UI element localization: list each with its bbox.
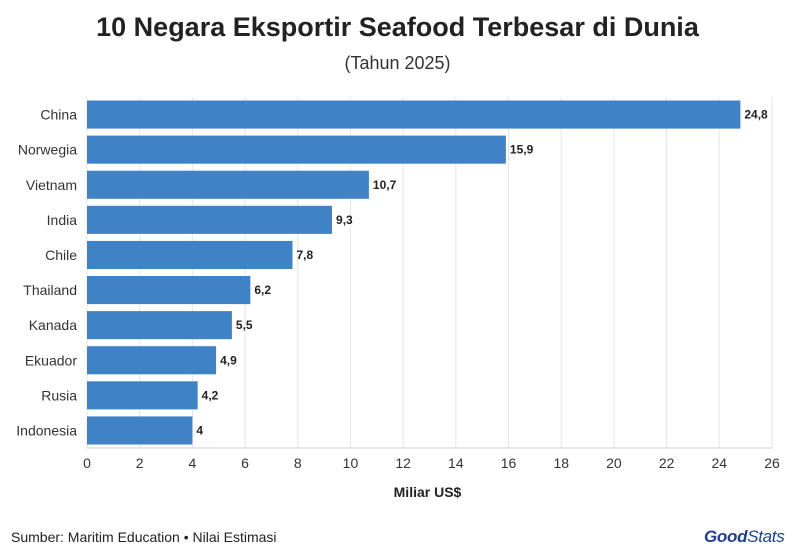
category-label: Norwegia: [18, 142, 77, 158]
data-label: 4: [196, 423, 203, 437]
x-tick-label: 0: [83, 455, 91, 471]
data-label: 5,5: [236, 318, 253, 332]
chart-subtitle: (Tahun 2025): [344, 53, 451, 73]
bar: [87, 100, 741, 129]
bar: [87, 276, 251, 305]
x-tick-label: 10: [343, 455, 359, 471]
data-label: 4,2: [202, 388, 219, 402]
data-label: 4,9: [220, 353, 237, 367]
x-tick-labels: 0 2 4 6 8 10 12 14 16 18 20 22 24 26: [83, 455, 780, 471]
x-tick-label: 8: [294, 455, 302, 471]
category-label: India: [47, 212, 78, 228]
logo-good: Good: [704, 527, 748, 546]
bar: [87, 205, 333, 234]
chart-title: 10 Negara Eksportir Seafood Terbesar di …: [96, 12, 699, 42]
bar: [87, 311, 232, 340]
x-tick-label: 6: [241, 455, 249, 471]
category-label: Thailand: [23, 282, 77, 298]
data-label: 7,8: [297, 248, 314, 262]
x-tick-label: 16: [501, 455, 517, 471]
category-label: Ekuador: [25, 352, 77, 368]
x-tick-label: 22: [659, 455, 675, 471]
goodstats-logo: GoodStats: [704, 527, 785, 547]
data-label: 15,9: [510, 143, 534, 157]
bar: [87, 135, 506, 164]
bar: [87, 240, 293, 269]
data-label: 10,7: [373, 178, 397, 192]
x-tick-label: 2: [136, 455, 144, 471]
x-tick-label: 12: [395, 455, 411, 471]
x-tick-label: 18: [553, 455, 569, 471]
grid-lines: [86, 97, 773, 448]
source-note: Sumber: Maritim Education • Nilai Estima…: [11, 529, 277, 545]
bar: [87, 381, 198, 410]
category-label: Rusia: [41, 387, 77, 403]
x-tick-label: 26: [764, 455, 780, 471]
category-label: Indonesia: [16, 422, 77, 438]
x-tick-label: 4: [188, 455, 196, 471]
category-label: Vietnam: [26, 177, 77, 193]
bar: [87, 416, 193, 445]
bars-group: 24,8 15,9 10,7 9,3 7,8 6,2 5,5 4,9 4,2 4: [87, 100, 768, 445]
x-tick-label: 14: [448, 455, 464, 471]
bar: [87, 170, 369, 199]
category-labels: China Norwegia Vietnam India Chile Thailand Ka…: [16, 107, 77, 439]
x-tick-label: 20: [606, 455, 622, 471]
bar: [87, 346, 217, 375]
x-tick-label: 24: [712, 455, 728, 471]
x-axis-label: Miliar US$: [394, 484, 462, 500]
category-label: Chile: [45, 247, 77, 263]
category-label: Kanada: [29, 317, 77, 333]
data-label: 6,2: [254, 283, 271, 297]
logo-stats: Stats: [747, 527, 785, 546]
category-label: China: [40, 107, 77, 123]
data-label: 24,8: [744, 108, 768, 122]
data-label: 9,3: [336, 213, 353, 227]
